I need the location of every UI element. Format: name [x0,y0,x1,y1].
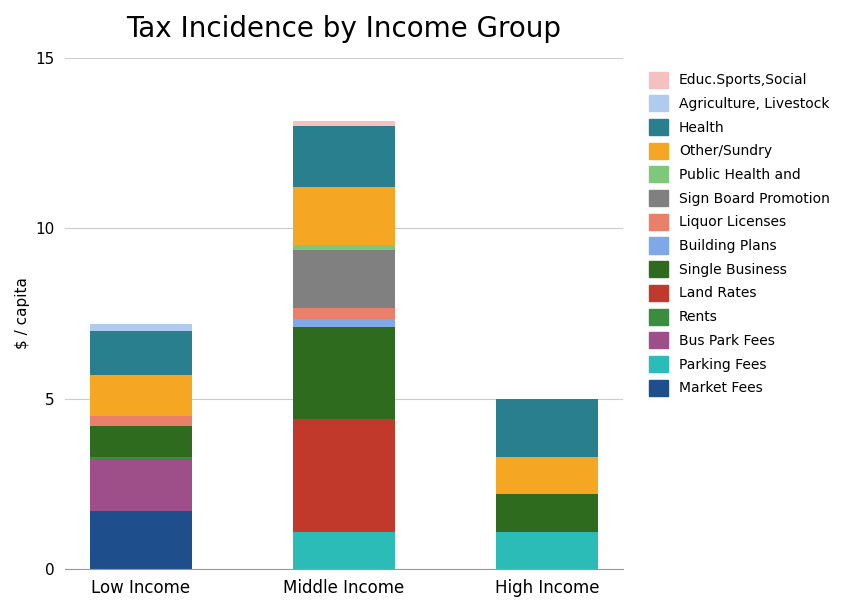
Bar [90,511,191,569]
Bar [496,532,597,569]
Bar [496,457,597,494]
Bar [293,319,394,327]
Bar [496,494,597,532]
Bar [90,330,191,375]
Bar [293,126,394,187]
Bar [293,419,394,532]
Bar [293,308,394,319]
Bar [293,532,394,569]
Bar [90,426,191,457]
Y-axis label: $ / capita: $ / capita [15,278,30,349]
Bar [293,250,394,308]
Bar [90,416,191,426]
Bar [90,460,191,511]
Bar [496,399,597,457]
Bar [293,187,394,245]
Bar [293,245,394,250]
Legend: Educ.Sports,Social, Agriculture, Livestock, Health, Other/Sundry, Public Health : Educ.Sports,Social, Agriculture, Livesto… [641,65,836,403]
Bar [90,324,191,330]
Title: Tax Incidence by Income Group: Tax Incidence by Income Group [126,15,561,43]
Bar [293,121,394,126]
Bar [90,375,191,416]
Bar [293,327,394,419]
Bar [90,457,191,460]
